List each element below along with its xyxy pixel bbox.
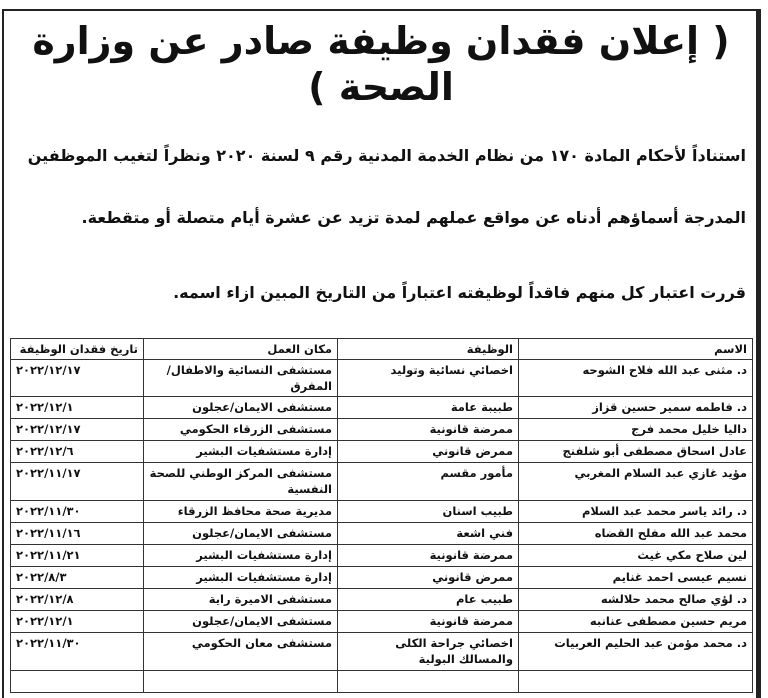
paragraph-3: قررت اعتبار كل منهم فاقداً لوظيفته اعتبا… — [173, 283, 746, 302]
cell-date: ٢٠٢٢/١٢/٦ — [10, 440, 144, 463]
cell-name: نسيم عيسى احمد غنايم — [518, 566, 753, 589]
cell-empty — [337, 670, 519, 693]
cell-empty — [143, 670, 338, 693]
header-job: الوظيفة — [337, 338, 519, 360]
cell-name: مريم حسين مصطفى عنانبه — [518, 610, 753, 633]
cell-workplace: مستشفى الزرقاء الحكومي — [143, 418, 338, 441]
cell-job: مأمور مقسم — [337, 462, 519, 501]
announcement-frame — [2, 9, 761, 698]
cell-empty — [10, 670, 144, 693]
table-row: محمد عبد الله مفلح القضاه فني اشعة مستشفى … — [10, 522, 753, 545]
cell-job: ممرضة قانونية — [337, 418, 519, 441]
cell-workplace: مستشفى الايمان/عجلون — [143, 396, 338, 419]
cell-job: فني اشعة — [337, 522, 519, 545]
cell-job: ممرض قانوني — [337, 440, 519, 463]
cell-workplace: إدارة مستشفيات البشير — [143, 566, 338, 589]
table-header-row: الاسم الوظيفة مكان العمل تاريخ فقدان الو… — [10, 338, 753, 360]
cell-date: ٢٠٢٢/١١/٣٠ — [10, 632, 144, 671]
cell-job: اخصائي جراحة الكلى والمسالك البولية — [337, 632, 519, 671]
table-row: د. لؤي صالح محمد حلالشه طبيب عام مستشفى ال… — [10, 588, 753, 611]
table-row: مريم حسين مصطفى عنانبه ممرضة قانونية مستشف… — [10, 610, 753, 633]
cell-job: طبيب عام — [337, 588, 519, 611]
cell-workplace: مستشفى المركز الوطني للصحة النفسية — [143, 462, 338, 501]
cell-job: طبيب اسنان — [337, 500, 519, 523]
table-row: نسيم عيسى احمد غنايم ممرض قانوني إدارة مست… — [10, 566, 753, 589]
cell-job: طبيبة عامة — [337, 396, 519, 419]
cell-name: لين صلاح مكي غيث — [518, 544, 753, 567]
cell-date: ٢٠٢٢/١١/١٧ — [10, 462, 144, 501]
paragraph-2: المدرجة أسماؤهم أدناه عن مواقع عملهم لمد… — [81, 208, 746, 227]
cell-name: د. محمد مؤمن عبد الحليم العربيات — [518, 632, 753, 671]
table-row: د. رائد ياسر محمد عبد السلام طبيب اسنان مد… — [10, 500, 753, 523]
cell-workplace: مستشفى الاميرة راية — [143, 588, 338, 611]
cell-workplace: مستشفى النسائية والاطفال/المفرق — [143, 359, 338, 397]
table-row: لين صلاح مكي غيث ممرضة قانونية إدارة مستشف… — [10, 544, 753, 567]
cell-workplace: إدارة مستشفيات البشير — [143, 544, 338, 567]
cell-date: ٢٠٢٢/١٢/١٧ — [10, 418, 144, 441]
cell-job: ممرضة قانونية — [337, 610, 519, 633]
table-row: د. مثنى عبد الله فلاح الشوحه اخصائي نسائي… — [10, 359, 753, 397]
cell-date: ٢٠٢٢/١٢/١٧ — [10, 359, 144, 397]
announcement-title: ( إعلان فقدان وظيفة صادر عن وزارة الصحة … — [32, 19, 730, 109]
table-row: د. محمد مؤمن عبد الحليم العربيات اخصائي ج… — [10, 632, 753, 671]
table-row-partial — [10, 670, 753, 693]
cell-job: ممرضة قانونية — [337, 544, 519, 567]
cell-name: محمد عبد الله مفلح القضاه — [518, 522, 753, 545]
cell-date: ٢٠٢٢/١٢/١ — [10, 396, 144, 419]
cell-date: ٢٠٢٢/٨/٣ — [10, 566, 144, 589]
table-row: د. فاطمه سمير حسين قزاز طبيبة عامة مستشفى … — [10, 396, 753, 419]
cell-date: ٢٠٢٢/١٢/١ — [10, 610, 144, 633]
cell-date: ٢٠٢٢/١١/٣٠ — [10, 500, 144, 523]
lost-jobs-table: الاسم الوظيفة مكان العمل تاريخ فقدان الو… — [10, 338, 753, 693]
cell-job: اخصائي نسائية وتوليد — [337, 359, 519, 397]
table-row: عادل اسحاق مصطفى أبو شلفنج ممرض قانوني إدا… — [10, 440, 753, 463]
table-row: داليا خليل محمد فرج ممرضة قانونية مستشفى ا… — [10, 418, 753, 441]
cell-workplace: مستشفى الايمان/عجلون — [143, 522, 338, 545]
header-name: الاسم — [518, 338, 753, 360]
header-workplace: مكان العمل — [143, 338, 338, 360]
cell-name: داليا خليل محمد فرج — [518, 418, 753, 441]
cell-workplace: مستشفى معان الحكومي — [143, 632, 338, 671]
cell-workplace: مستشفى الايمان/عجلون — [143, 610, 338, 633]
cell-date: ٢٠٢٢/١١/٢١ — [10, 544, 144, 567]
table-row: مؤيد غازي عبد السلام المغربي مأمور مقسم مس… — [10, 462, 753, 501]
cell-workplace: مديرية صحة محافظ الزرقاء — [143, 500, 338, 523]
paragraph-1: استناداً لأحكام المادة ١٧٠ من نظام الخدم… — [27, 146, 746, 165]
cell-name: مؤيد غازي عبد السلام المغربي — [518, 462, 753, 501]
cell-job: ممرض قانوني — [337, 566, 519, 589]
cell-date: ٢٠٢٢/١٢/٨ — [10, 588, 144, 611]
cell-name: د. رائد ياسر محمد عبد السلام — [518, 500, 753, 523]
cell-name: د. مثنى عبد الله فلاح الشوحه — [518, 359, 753, 397]
cell-date: ٢٠٢٢/١١/١٦ — [10, 522, 144, 545]
cell-workplace: إدارة مستشفيات البشير — [143, 440, 338, 463]
header-date: تاريخ فقدان الوظيفة — [10, 338, 144, 360]
cell-name: د. فاطمه سمير حسين قزاز — [518, 396, 753, 419]
cell-empty — [518, 670, 753, 693]
cell-name: عادل اسحاق مصطفى أبو شلفنج — [518, 440, 753, 463]
cell-name: د. لؤي صالح محمد حلالشه — [518, 588, 753, 611]
